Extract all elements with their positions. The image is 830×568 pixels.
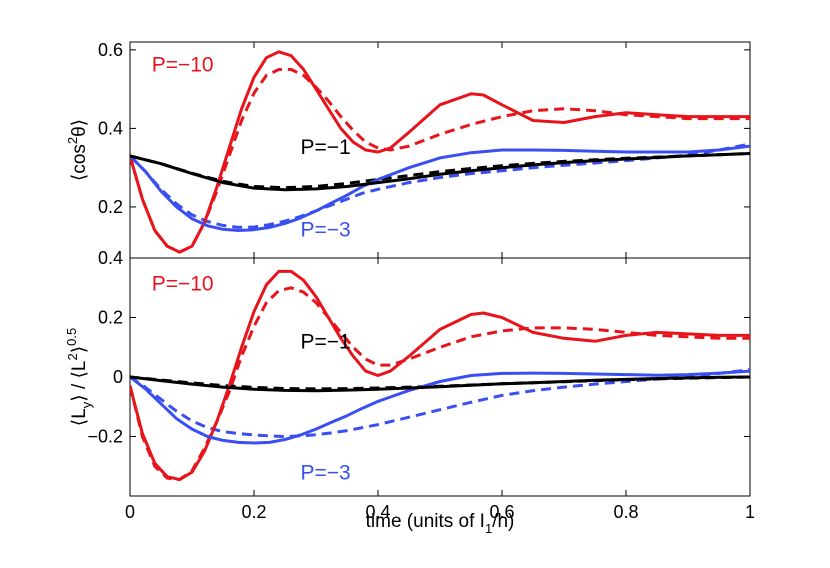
ylabel-top-sup: 2 (65, 137, 80, 144)
x-axis-label: time (units of I1/h) (366, 511, 515, 536)
x-tick-label: 0.4 (365, 502, 390, 522)
y-axis-label-bottom: ⟨Ly⟩ / ⟨L2⟩0.5 (64, 328, 94, 426)
x-tick-label: 0.2 (241, 502, 266, 522)
series-line-dashed (130, 286, 750, 482)
series-label: P=−3 (301, 218, 351, 241)
y-tick-label: −0.2 (87, 427, 123, 447)
y-tick-label: 0.2 (98, 308, 123, 328)
plot-frame-top (129, 41, 751, 259)
y-ticks-top: 0.2 0.4 0.6 (98, 40, 750, 217)
x-ticks-bottom: 0 0.2 0.4 0.6 0.8 1 (125, 258, 755, 522)
series-line-dashed (130, 68, 750, 254)
series-lines-bottom (130, 269, 750, 482)
series-line-dashed (130, 368, 750, 438)
series-label: P=−3 (301, 462, 351, 485)
ylabel-top-tail: θ⟩ (69, 119, 90, 137)
ylabel-bottom-main: ⟨L (69, 408, 90, 426)
x-tick-label: 0 (125, 502, 135, 522)
ylabel-bottom-sub: y (79, 401, 94, 408)
series-label: P=−1 (301, 136, 351, 159)
y-tick-label: 0.2 (98, 197, 123, 217)
ylabel-top-main: ⟨cos (69, 144, 90, 181)
y-tick-label: 0 (113, 367, 123, 387)
series-line-solid (130, 50, 750, 254)
panel-ly: 0 0.2 0.4 0.6 0.8 1 −0.2 0 0.2 0.4 P=−10 P=−1 P=−3… (64, 248, 755, 536)
ylabel-bottom-tail: ⟩ (69, 346, 90, 353)
y-tick-label: 0.4 (98, 248, 123, 268)
x-tick-label: 1 (745, 502, 755, 522)
series-line-solid (130, 152, 750, 192)
series-line-solid (130, 369, 750, 445)
ylabel-bottom-mid: ⟩ / ⟨L (69, 361, 90, 402)
xlabel-main: time (units of I (366, 511, 485, 532)
series-line-solid (130, 269, 750, 482)
series-labels-top: P=−10 P=−1 P=−3 (152, 53, 351, 241)
series-line-solid (130, 375, 750, 393)
y-axis-label-top: ⟨cos2θ⟩ (65, 119, 90, 181)
y-tick-label: 0.4 (98, 118, 123, 138)
y-ticks-bottom: −0.2 0 0.2 0.4 (87, 248, 750, 447)
series-line-dashed (130, 142, 750, 229)
series-lines-top (130, 50, 750, 254)
x-tick-label: 0.6 (489, 502, 514, 522)
series-label: P=−10 (152, 53, 214, 76)
y-tick-label: 0.6 (98, 40, 123, 60)
x-tick-label: 0.8 (613, 502, 638, 522)
xlabel-sub: 1 (485, 521, 492, 536)
series-line-solid (130, 144, 750, 232)
series-labels-bottom: P=−10 P=−1 P=−3 (152, 273, 351, 485)
series-label: P=−10 (152, 273, 214, 296)
series-label: P=−1 (301, 331, 351, 354)
panel-cos2theta: 0.2 0.4 0.6 P=−10 P=−1 P=−3 ⟨cos2θ⟩ (65, 40, 751, 259)
ylabel-bottom-exp: 0.5 (64, 328, 79, 346)
x-ticks-top (129, 42, 751, 258)
ylabel-bottom-sup: 2 (65, 353, 80, 360)
xlabel-tail: /h) (492, 511, 514, 532)
